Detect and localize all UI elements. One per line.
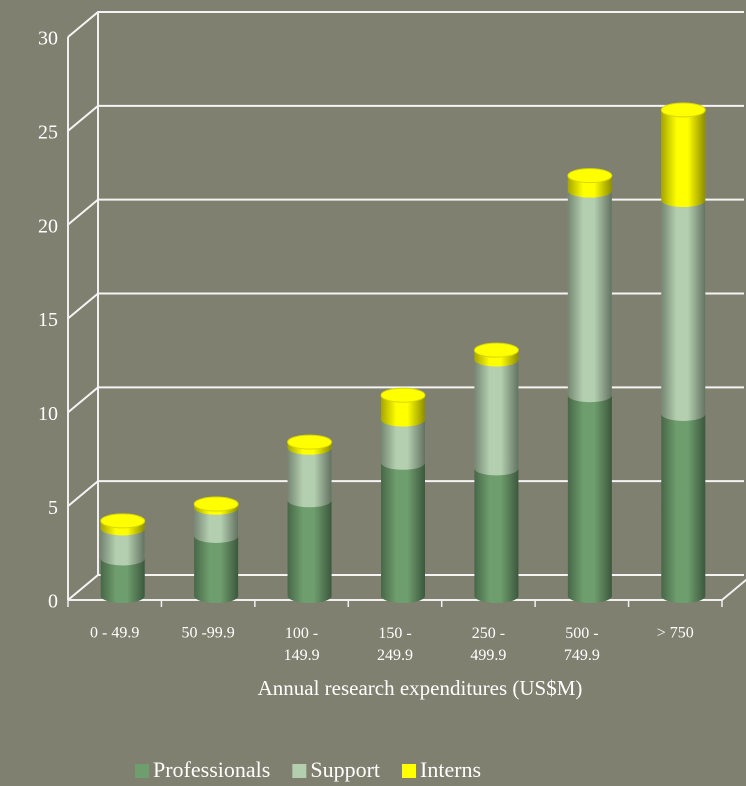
grid-line <box>67 386 744 414</box>
grid-line <box>67 574 744 601</box>
x-tick-label: 250 -499.9 <box>470 625 506 664</box>
legend-swatch <box>292 764 307 778</box>
bar <box>474 359 519 476</box>
grid-line <box>67 292 744 320</box>
y-tick-label: 20 <box>38 215 58 237</box>
legend-label: Interns <box>420 757 481 782</box>
grid-line <box>67 104 744 132</box>
bar <box>660 102 706 208</box>
y-tick-label: 0 <box>48 591 58 613</box>
bar <box>381 462 425 603</box>
bar <box>100 513 146 536</box>
grid-line <box>67 198 744 226</box>
x-tick-label: 150 -249.9 <box>377 625 413 664</box>
y-tick-label: 30 <box>38 28 58 50</box>
bar <box>567 395 612 603</box>
bar <box>474 468 519 603</box>
bar <box>473 342 519 367</box>
legend-swatch <box>135 764 149 778</box>
bar <box>194 535 239 603</box>
y-tick-label: 5 <box>48 497 58 519</box>
x-tick-label: 50 -99.9 <box>181 625 234 642</box>
bar <box>287 434 333 455</box>
grid-line <box>67 11 744 38</box>
x-tick-label: 0 - 49.9 <box>90 625 139 642</box>
legend-label: Support <box>310 757 380 782</box>
bar <box>287 447 332 508</box>
x-tick-label: 500 -749.9 <box>564 625 600 664</box>
bar <box>193 496 239 515</box>
bar <box>661 200 706 421</box>
bar <box>567 168 613 198</box>
x-tick-label: 100 -149.9 <box>284 625 320 664</box>
legend-swatch <box>402 764 417 778</box>
bar <box>380 387 426 427</box>
bar <box>381 419 425 470</box>
bar <box>661 413 706 603</box>
y-tick-label: 25 <box>38 121 58 143</box>
bar <box>567 190 612 403</box>
x-axis-title: Annual research expenditures (US$M) <box>258 676 583 700</box>
grid-line <box>67 480 744 507</box>
y-tick-label: 10 <box>38 403 58 425</box>
x-tick-label: > 750 <box>657 625 694 642</box>
legend-label: Professionals <box>153 757 270 782</box>
bar <box>287 500 332 603</box>
y-tick-label: 15 <box>38 309 58 331</box>
